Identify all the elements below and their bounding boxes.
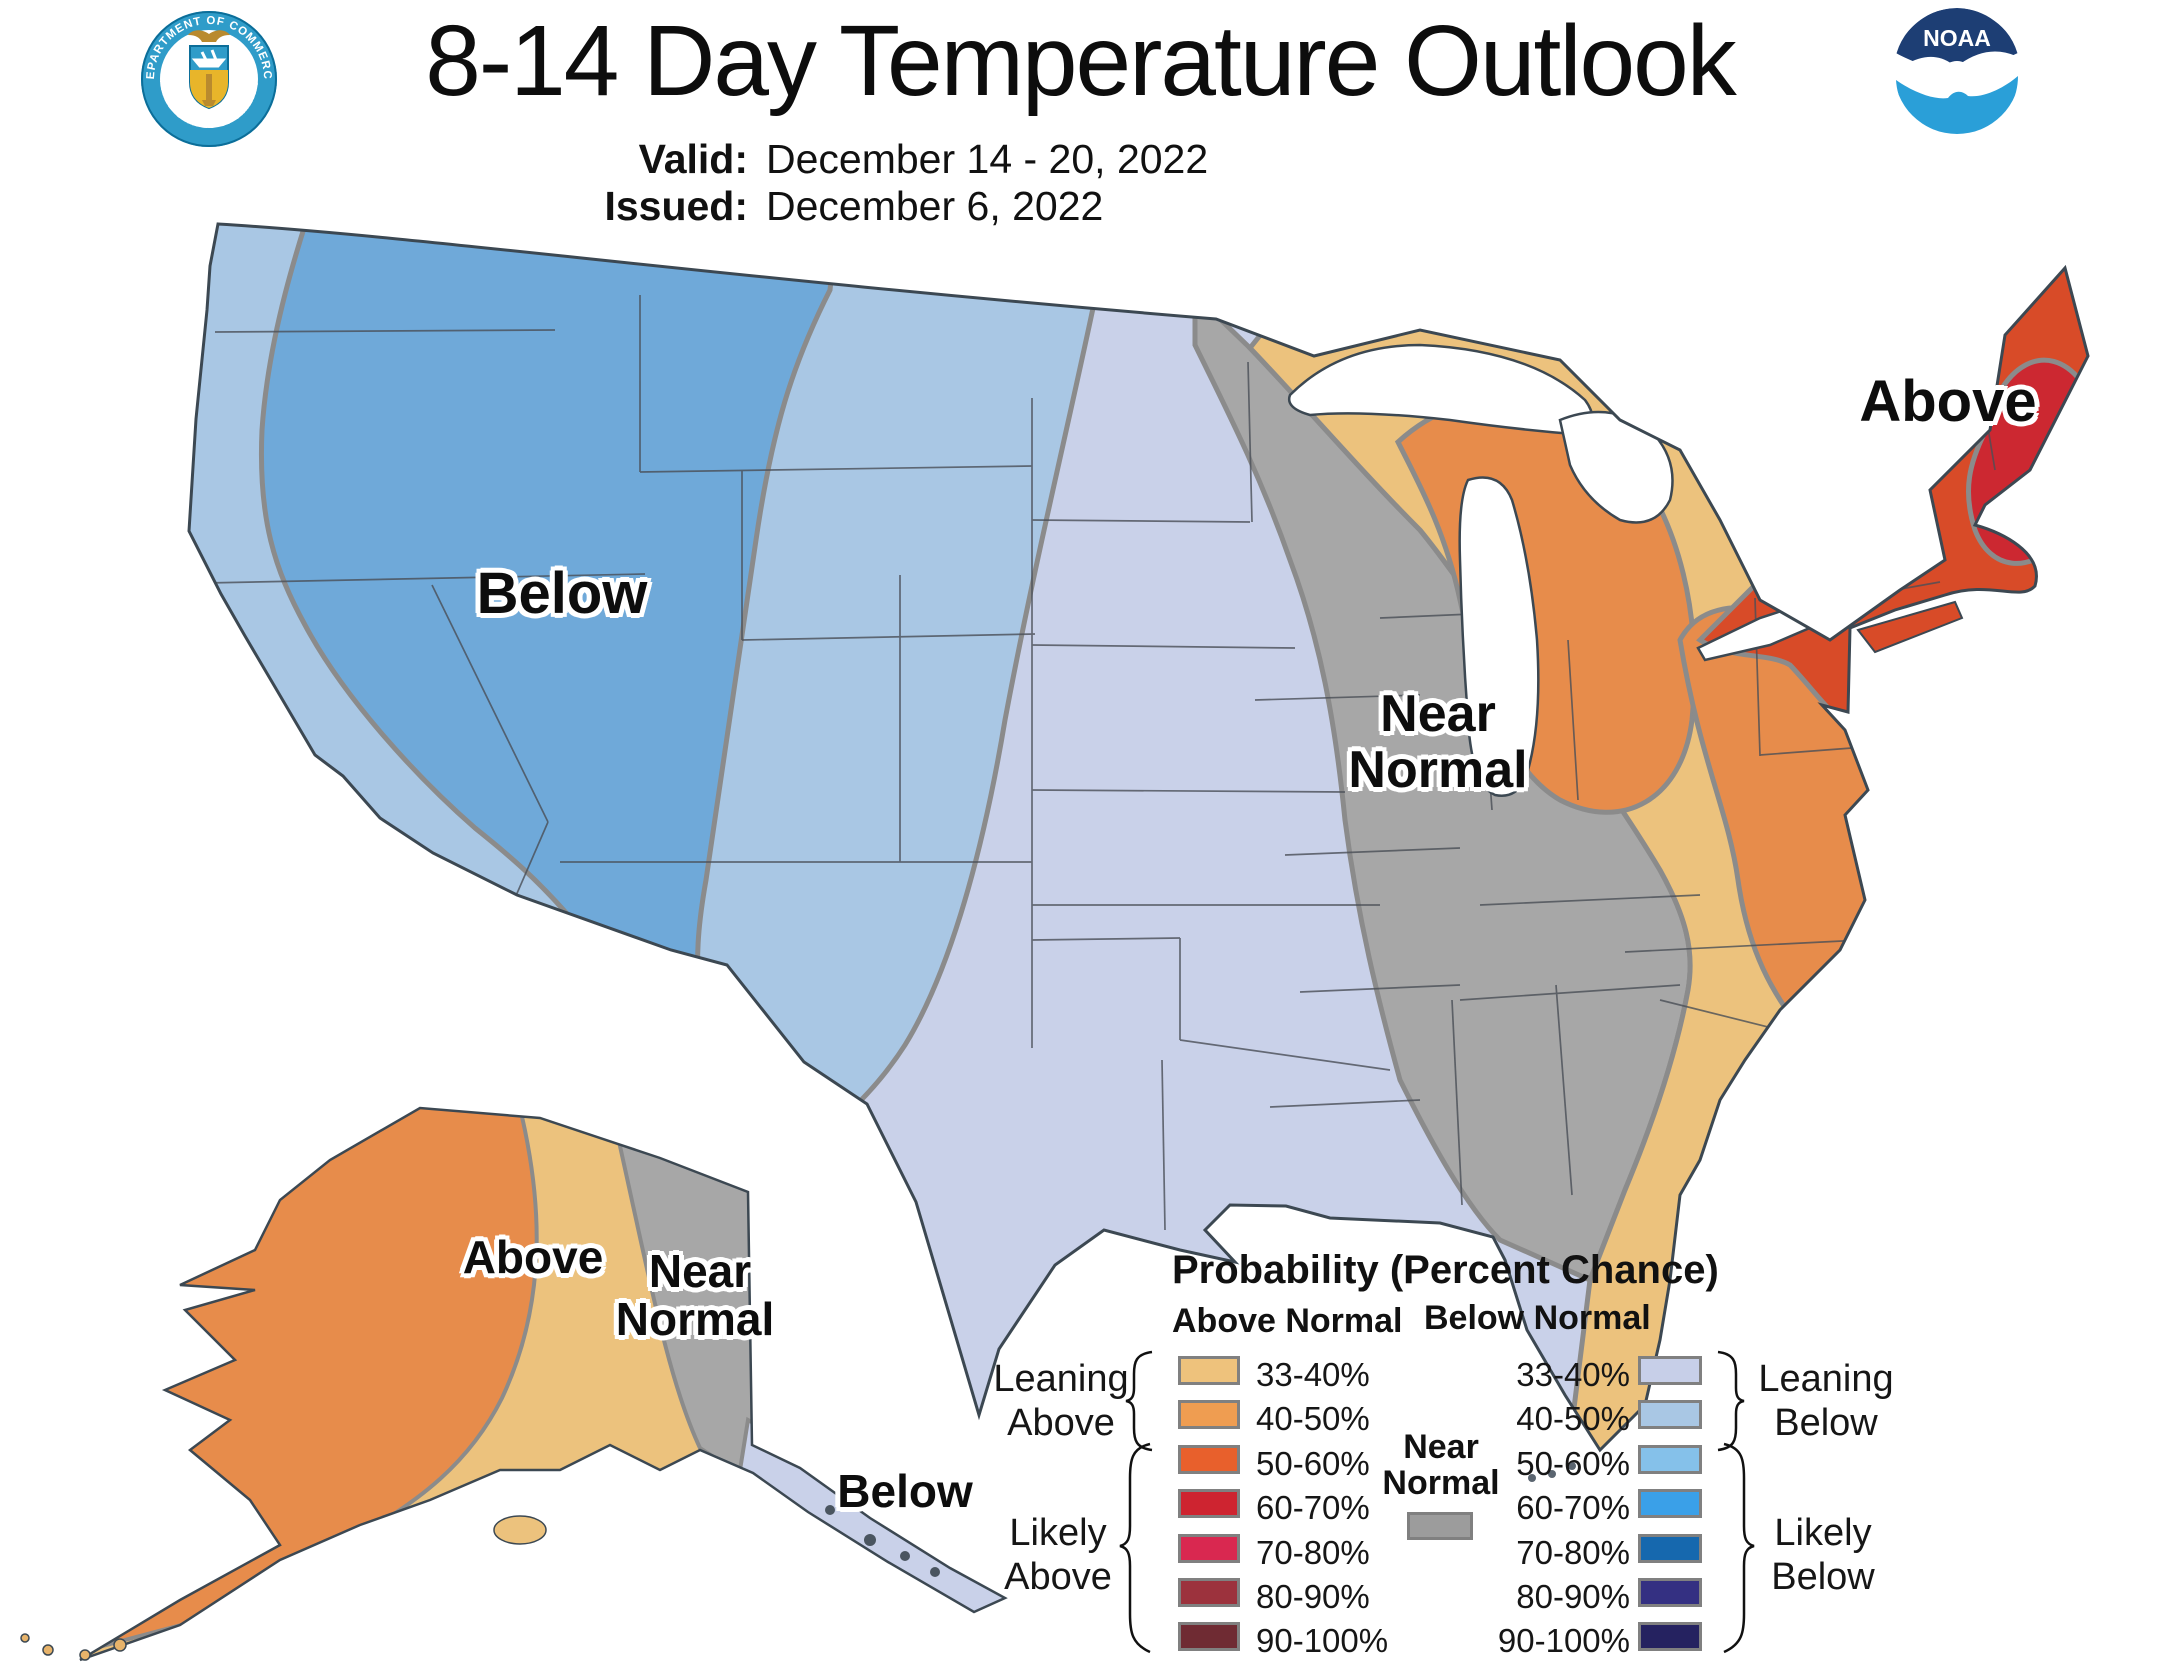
florida-keys (1528, 1462, 1576, 1482)
legend-below-swatch-50-60 (1638, 1445, 1702, 1474)
legend-above-swatch-40-50 (1178, 1400, 1240, 1429)
commerce-seal: DEPARTMENT OF COMMERCE UNITED STATES OF … (138, 8, 277, 147)
legend-below-header: Below Normal (1424, 1299, 1651, 1337)
legend-near-swatch (1407, 1512, 1473, 1540)
legend-below-pct-70-80: 70-80% (1516, 1534, 1630, 1571)
legend-above-pct-33-40: 33-40% (1256, 1356, 1370, 1393)
great-lakes (1287, 343, 1900, 797)
issued-label: Issued: (604, 183, 748, 229)
legend-above-pct-50-60: 50-60% (1256, 1445, 1370, 1482)
conus-below-label: Below (476, 561, 648, 626)
legend-below-pct-33-40: 33-40% (1516, 1356, 1630, 1393)
ak-above-label: Above (462, 1231, 604, 1283)
legend-above-header: Above Normal (1172, 1302, 1403, 1340)
legend-above-swatch-80-90 (1178, 1578, 1240, 1607)
ak-below-label: Below (837, 1465, 973, 1517)
conus-outline (187, 222, 2090, 1453)
legend-below-pct-80-90: 80-90% (1516, 1578, 1630, 1615)
legend-below-swatch-33-40 (1638, 1356, 1702, 1385)
leaning-above-brace (1125, 1350, 1153, 1452)
page-title: 8-14 Day Temperature Outlook (425, 5, 1737, 117)
seal-ship (191, 49, 227, 68)
lake-michigan (1458, 476, 1540, 797)
region-above-50-60 (1696, 236, 2088, 725)
legend-near-label-2: Normal (1382, 1464, 1500, 1502)
ak-above-40-50 (80, 1108, 539, 1660)
legend-above-swatch-70-80 (1178, 1534, 1240, 1563)
leaning-below-brace (1717, 1350, 1745, 1452)
likely-below-label-2: Below (1771, 1556, 1875, 1598)
state-borders (204, 295, 1996, 1231)
ak-near-label-1: Near (648, 1245, 752, 1297)
legend-below-pct-40-50: 40-50% (1516, 1400, 1630, 1437)
likely-below-brace (1723, 1442, 1755, 1654)
legend-below-pct-50-60: 50-60% (1516, 1445, 1630, 1482)
legend-above-swatch-60-70 (1178, 1489, 1240, 1518)
region-below-50-60 (258, 224, 848, 1015)
long-island (1856, 600, 1964, 654)
likely-below-label-1: Likely (1774, 1512, 1872, 1554)
conus-above-label: Above (1859, 369, 2037, 434)
conus-near-label-2: Normal (1348, 741, 1528, 799)
legend-above-pct-40-50: 40-50% (1256, 1400, 1370, 1437)
legend-below-swatch-80-90 (1638, 1578, 1702, 1607)
legend-above-swatch-90-100 (1178, 1622, 1240, 1651)
legend-below-pct-90-100: 90-100% (1497, 1622, 1630, 1659)
leaning-above-label-2: Above (1007, 1402, 1115, 1444)
likely-above-label-2: Above (1004, 1556, 1112, 1598)
legend-above-pct-80-90: 80-90% (1256, 1578, 1370, 1615)
leaning-below-label-1: Leaning (1758, 1358, 1894, 1400)
noaa-ocean (1896, 76, 2018, 134)
seal-eagle (188, 30, 230, 42)
legend-above-pct-90-100: 90-100% (1256, 1622, 1389, 1659)
leaning-above-label-1: Leaning (993, 1358, 1129, 1400)
valid-value: December 14 - 20, 2022 (766, 136, 1209, 182)
lake-ontario (1802, 530, 1900, 580)
legend-below-swatch-90-100 (1638, 1622, 1702, 1651)
ak-island-speckles (825, 1505, 940, 1577)
likely-above-brace (1119, 1442, 1151, 1654)
likely-above-label-1: Likely (1009, 1512, 1107, 1554)
legend-below-swatch-70-80 (1638, 1534, 1702, 1563)
legend-above-swatch-33-40 (1178, 1356, 1240, 1385)
valid-label: Valid: (638, 136, 748, 182)
legend-below-pct-60-70: 60-70% (1516, 1489, 1630, 1526)
legend-above-pct-70-80: 70-80% (1256, 1534, 1370, 1571)
ak-near-label-2: Normal (615, 1293, 775, 1345)
noaa-logo: NOAA (1894, 8, 2020, 134)
conus-near-label-1: Near (1380, 685, 1496, 743)
legend-below-swatch-40-50 (1638, 1400, 1702, 1429)
legend-title: Probability (Percent Chance) (1172, 1248, 1719, 1292)
issued-value: December 6, 2022 (766, 183, 1104, 229)
alaska-outline (79, 1106, 1008, 1662)
leaning-below-label-2: Below (1774, 1402, 1878, 1444)
aleutian-islands (20, 1515, 547, 1661)
legend-above-pct-60-70: 60-70% (1256, 1489, 1370, 1526)
legend-below-swatch-60-70 (1638, 1489, 1702, 1518)
ak-near-normal (609, 1108, 782, 1504)
ak-below-33-40 (737, 1416, 1005, 1628)
legend-above-swatch-50-60 (1178, 1445, 1240, 1474)
noaa-seagull (1900, 51, 2016, 80)
noaa-wordmark: NOAA (1923, 25, 1991, 51)
legend-near-label-1: Near (1403, 1428, 1479, 1466)
